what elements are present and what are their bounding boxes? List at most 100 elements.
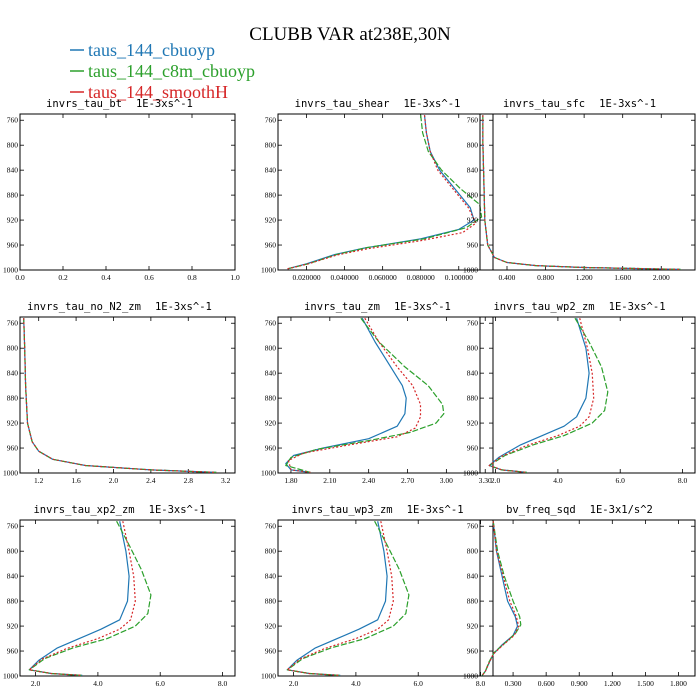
- series-line-taus_144_smoothH: [287, 317, 422, 473]
- y-tick-label: 1000: [463, 469, 478, 478]
- panel-title-name: invrs_tau_zm: [304, 301, 380, 313]
- y-tick-label: 800: [265, 344, 277, 353]
- legend-label: taus_144_c8m_cbuoyp: [88, 61, 255, 81]
- y-tick-label: 1000: [261, 672, 276, 681]
- y-tick-label: 880: [467, 191, 479, 200]
- x-tick-label: 0.080000: [407, 273, 435, 282]
- y-tick-label: 800: [7, 141, 19, 150]
- x-tick-label: 2.8: [184, 476, 194, 485]
- x-tick-label: 0.300: [505, 679, 522, 688]
- series-line-taus_144_cbuoyp: [23, 318, 217, 473]
- legend-label: taus_144_smoothH: [88, 82, 228, 102]
- y-tick-label: 800: [467, 141, 479, 150]
- y-tick-label: 800: [467, 547, 479, 556]
- y-tick-label: 920: [467, 216, 479, 225]
- panel-title-units: 1E-3x1/s^2: [590, 504, 653, 516]
- series-line-taus_144_smoothH: [287, 115, 477, 270]
- y-tick-label: 840: [467, 572, 479, 581]
- y-tick-label: 920: [265, 216, 277, 225]
- x-tick-label: 2.4: [146, 476, 156, 485]
- y-tick-label: 960: [265, 444, 277, 453]
- x-tick-label: 0.020000: [292, 273, 320, 282]
- series-line-taus_144_c8m_cbuoyp: [28, 520, 152, 676]
- series-line-taus_144_smoothH: [23, 318, 217, 473]
- plot-frame: [277, 113, 494, 271]
- y-tick-label: 880: [467, 394, 479, 403]
- x-tick-label: 2.10: [323, 476, 336, 485]
- series-line-taus_144_cbuoyp: [28, 521, 130, 676]
- chart-panel: invrs_tau_shear 1E-3xs^-1 760 800 840 880 920 9…: [261, 98, 494, 282]
- panel-title: invrs_tau_bt 1E-3xs^-1: [46, 98, 193, 110]
- x-tick-label: 6.0: [616, 476, 626, 485]
- panel-title: invrs_tau_shear 1E-3xs^-1: [295, 98, 461, 110]
- y-tick-label: 960: [467, 444, 479, 453]
- panel-title-name: invrs_tau_xp2_zm: [33, 504, 134, 516]
- panels-grid: invrs_tau_bt 1E-3xs^-1 760 800 840 880 920 960 1…: [3, 98, 696, 688]
- x-tick-label: 8.0: [218, 679, 228, 688]
- y-tick-label: 1000: [3, 469, 18, 478]
- y-tick-label: 1000: [463, 266, 478, 275]
- y-tick-label: 960: [265, 241, 277, 250]
- x-tick-label: 2.0: [109, 476, 119, 485]
- plot-frame: [19, 113, 236, 271]
- x-tick-label: 1.80: [284, 476, 297, 485]
- series-line-taus_144_cbuoyp: [488, 318, 590, 473]
- y-tick-label: 1000: [3, 266, 18, 275]
- y-tick-label: 840: [265, 166, 277, 175]
- panel-title-units: 1E-3xs^-1: [394, 301, 451, 313]
- panel-title: invrs_tau_wp3_zm 1E-3xs^-1: [291, 504, 463, 516]
- y-tick-label: 920: [265, 622, 277, 631]
- y-tick-label: 760: [7, 116, 19, 125]
- x-tick-label: 2.70: [401, 476, 414, 485]
- x-tick-label: 0.060000: [369, 273, 397, 282]
- y-tick-label: 960: [265, 647, 277, 656]
- legend-entry: taus_144_c8m_cbuoyp: [70, 61, 255, 81]
- x-tick-label: 1.600: [614, 273, 631, 282]
- x-tick-label: 0.4: [101, 273, 111, 282]
- x-tick-label: 3.2: [221, 476, 231, 485]
- y-tick-label: 920: [467, 622, 479, 631]
- legend-entry: taus_144_cbuoyp: [70, 40, 215, 60]
- panel-title-units: 1E-3xs^-1: [149, 504, 206, 516]
- chart-panel: invrs_tau_sfc 1E-3xs^-1 760 800 840 880 920 960…: [463, 98, 696, 282]
- x-tick-label: 0.040000: [331, 273, 359, 282]
- series-line-taus_144_smoothH: [481, 521, 520, 676]
- x-tick-label: 0.100000: [445, 273, 473, 282]
- panel-title-name: invrs_tau_sfc: [503, 98, 585, 110]
- series-line-taus_144_c8m_cbuoyp: [481, 521, 522, 676]
- plot-frame: [277, 316, 494, 474]
- panel-title-units: 1E-3xs^-1: [155, 301, 212, 313]
- panel-title-name: invrs_tau_wp2_zm: [493, 301, 594, 313]
- series-line-taus_144_cbuoyp: [286, 521, 388, 676]
- series-line-taus_144_c8m_cbuoyp: [23, 318, 217, 473]
- x-tick-label: 1.500: [637, 679, 654, 688]
- panel-title-units: 1E-3xs^-1: [609, 301, 666, 313]
- x-tick-label: 8.0: [678, 476, 688, 485]
- plot-frame: [479, 113, 696, 271]
- y-tick-label: 960: [7, 444, 19, 453]
- x-tick-label: 0.900: [571, 679, 588, 688]
- plot-frame: [277, 519, 494, 677]
- panel-title: invrs_tau_xp2_zm 1E-3xs^-1: [33, 504, 205, 516]
- plot-frame: [479, 519, 696, 677]
- x-tick-label: 8.0: [476, 679, 486, 688]
- y-tick-label: 880: [7, 394, 19, 403]
- series-line-taus_144_c8m_cbuoyp: [482, 115, 681, 270]
- x-tick-label: 1.200: [604, 679, 621, 688]
- x-tick-label: 2.000: [653, 273, 670, 282]
- series-line-taus_144_c8m_cbuoyp: [286, 520, 410, 676]
- y-tick-label: 960: [7, 647, 19, 656]
- y-tick-label: 1000: [261, 469, 276, 478]
- series-line-taus_144_c8m_cbuoyp: [285, 317, 445, 473]
- legend: taus_144_cbuoyptaus_144_c8m_cbuoyptaus_1…: [70, 40, 255, 102]
- x-tick-label: 6.0: [414, 679, 424, 688]
- x-tick-label: 6.0: [156, 679, 166, 688]
- legend-label: taus_144_cbuoyp: [88, 40, 215, 60]
- y-tick-label: 760: [467, 116, 479, 125]
- y-tick-label: 920: [7, 419, 19, 428]
- y-tick-label: 800: [7, 547, 19, 556]
- x-tick-label: 2.0: [31, 679, 41, 688]
- x-tick-label: 0.400: [499, 273, 516, 282]
- figure-title: CLUBB VAR at238E,30N: [249, 24, 451, 45]
